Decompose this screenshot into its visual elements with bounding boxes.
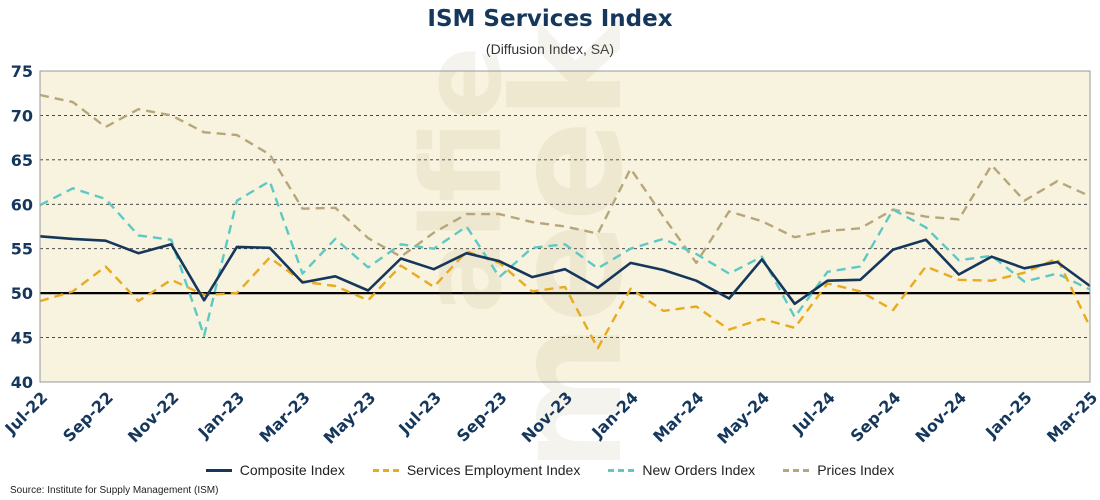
x-tick-label: Sep-24 [847, 388, 905, 446]
x-tick-label: Mar-25 [1043, 388, 1100, 446]
x-tick-label: Jan-25 [981, 388, 1035, 442]
x-tick-label: Jan-23 [194, 388, 248, 442]
chart-title: ISM Services Index [427, 6, 673, 32]
y-tick-label: 60 [11, 195, 33, 214]
legend-label: Prices Index [817, 462, 895, 478]
x-tick-label: Jul-22 [1, 388, 52, 439]
y-axis: 40 45 50 55 60 65 70 75 [11, 62, 33, 392]
x-tick-label: May-23 [320, 388, 380, 448]
legend-item: Prices Index [783, 462, 894, 478]
plot-border [39, 70, 1091, 383]
svg-text:alfie: alfie [398, 46, 526, 314]
svg-text:meek: meek [482, 17, 656, 460]
legend-item: Services Employment Index [372, 462, 581, 478]
legend-label: Services Employment Index [406, 462, 581, 478]
legend-label: New Orders Index [642, 462, 756, 478]
legend-item: Composite Index [205, 462, 345, 478]
x-tick-label: Sep-22 [59, 388, 117, 446]
x-tick-label: Jul-23 [394, 388, 445, 439]
y-tick-label: 45 [11, 329, 33, 348]
legend-label: Composite Index [239, 462, 345, 478]
x-tick-label: May-24 [713, 388, 773, 448]
y-tick-label: 50 [11, 284, 33, 303]
grid-lines [40, 114, 1090, 339]
x-tick-label: Mar-23 [255, 388, 313, 446]
x-tick-label: Nov-22 [124, 388, 182, 446]
y-tick-label: 75 [11, 62, 33, 81]
legend-swatch [783, 468, 810, 472]
plot-area [40, 71, 1090, 382]
chart-subtitle: (Diffusion Index, SA) [485, 41, 615, 57]
chart-legend: Composite Index Services Employment Index… [0, 462, 1100, 478]
y-tick-label: 70 [11, 106, 33, 125]
legend-swatch [608, 468, 635, 472]
y-tick-label: 40 [11, 373, 33, 392]
series-line-services-employment-index [39, 250, 1092, 350]
y-tick-label: 55 [11, 240, 33, 259]
y-tick-label: 65 [11, 151, 33, 170]
series-line-new-orders-index [39, 179, 1091, 337]
series-line-composite-index [39, 235, 1091, 306]
source-note: Source: Institute for Supply Management … [10, 485, 219, 496]
x-tick-label: Mar-24 [649, 388, 707, 446]
legend-swatch [372, 468, 399, 472]
legend-swatch [205, 468, 232, 472]
x-tick-label: Jul-24 [788, 388, 839, 439]
legend-item: New Orders Index [608, 462, 755, 478]
series-lines [39, 93, 1092, 350]
x-tick-label: Nov-24 [912, 388, 970, 446]
